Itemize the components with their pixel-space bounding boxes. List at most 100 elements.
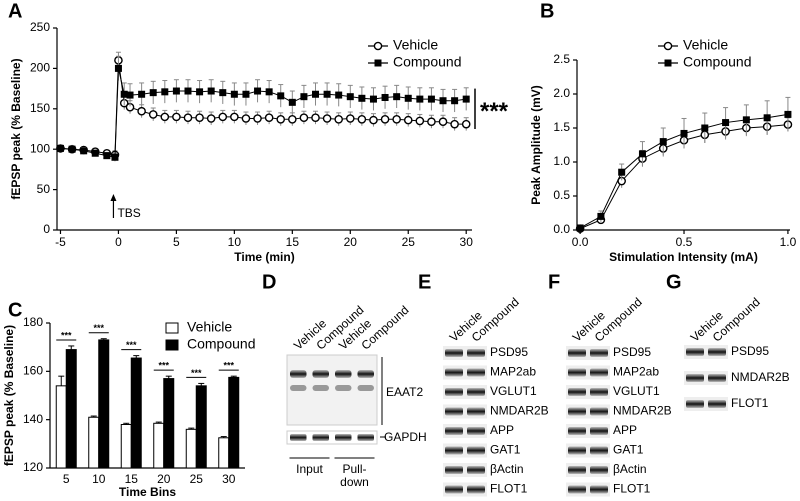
y-axis-label: Peak Amplitude (mV) [529,85,543,205]
band [467,368,485,377]
significance-label: *** [158,361,169,371]
band-label: FLOT1 [613,482,651,496]
marker [618,168,626,176]
marker [427,95,435,103]
band-label: βActin [613,462,647,476]
band [568,349,586,357]
marker [357,115,367,124]
marker [638,150,646,158]
legend-label: Vehicle [187,319,232,335]
band [708,400,726,408]
marker [680,129,688,137]
marker [264,113,274,122]
x-tick-label: 20 [344,235,358,249]
band [467,407,485,416]
group-label: Pull- [342,462,366,476]
bar [153,422,165,469]
marker [393,93,401,101]
marker [335,91,343,99]
group-label: Input [296,462,323,476]
x-axis-label: Stimulation Intensity (mA) [609,250,758,264]
marker [311,113,320,122]
band [445,407,463,416]
annotation-arrowhead [110,194,117,201]
significance-label: *** [93,323,104,333]
y-tick-label: 1.5 [553,120,570,134]
legend-label: Compound [393,54,462,70]
bar [195,385,207,469]
band-label: VGLUT1 [613,384,660,398]
band [312,370,329,378]
marker [56,144,64,152]
y-tick-label: 160 [23,364,43,378]
band [467,388,485,396]
marker [722,119,730,127]
marker [358,94,366,102]
marker [701,124,709,132]
marker [597,212,605,220]
band [445,446,463,455]
band [467,485,485,494]
marker [172,87,180,95]
y-tick-label: 0 [43,222,50,236]
band [290,385,307,391]
legend-swatch [165,339,179,351]
marker [427,117,436,127]
band-label: PSD95 [613,345,651,359]
band-label: MAP2ab [490,365,536,379]
band [590,407,608,416]
x-tick-label: 25 [190,472,204,486]
marker [439,97,447,105]
band-label: EAAT2 [386,385,423,399]
marker [126,91,134,99]
series-line [60,68,467,158]
band [590,485,608,494]
panel-letter: A [8,0,22,22]
band [445,349,463,357]
legend-label: Compound [683,54,752,70]
marker [300,93,308,101]
band-label: NMDAR2B [490,404,549,418]
marker [68,145,76,153]
marker [207,87,215,95]
y-tick-label: 0.5 [553,188,570,202]
marker [120,90,128,98]
marker [403,115,413,125]
legend-swatch [165,322,179,334]
marker [663,41,673,51]
y-tick-label: 150 [30,101,50,115]
band [590,388,608,396]
marker [160,112,170,122]
band [568,446,586,455]
panel-letter: G [666,271,682,293]
y-tick-label: 100 [30,141,50,155]
x-tick-label: 10 [228,235,242,249]
bar [65,349,77,469]
band-label: PSD95 [490,345,528,359]
marker [312,90,320,98]
band-label: MAP2ab [613,365,659,379]
x-axis-label: Time Bins [119,485,176,499]
x-tick-label: 20 [157,472,171,486]
marker [114,64,122,72]
marker [288,115,297,124]
x-tick-label: 15 [286,235,300,249]
band [445,466,463,474]
marker [196,88,204,96]
marker [784,110,792,118]
band [590,368,608,377]
band [290,434,307,441]
bar [98,339,110,469]
x-tick-label: 15 [125,472,139,486]
bar [218,437,230,469]
marker [299,113,309,122]
marker [241,114,251,123]
marker [161,88,169,96]
marker [195,113,204,122]
bar [185,428,197,469]
band [467,466,485,474]
band [357,385,374,391]
y-tick-label: 2.5 [553,52,570,66]
marker [80,147,88,155]
marker [218,112,228,122]
